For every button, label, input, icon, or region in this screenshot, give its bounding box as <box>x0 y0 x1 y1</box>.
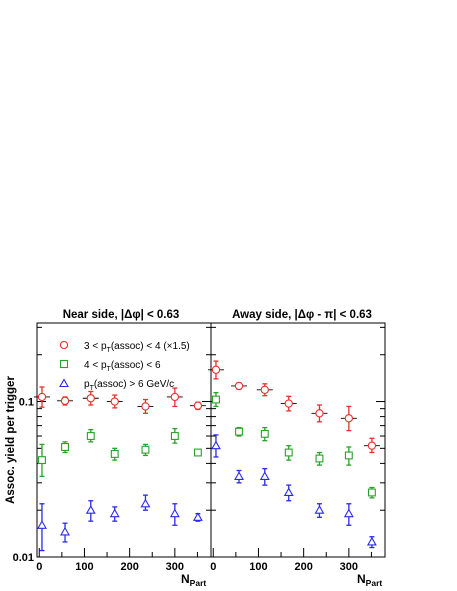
data-point-square <box>260 429 269 438</box>
data-point-circle <box>234 381 244 391</box>
y-tick-label: 0.1 <box>19 397 34 409</box>
away-side-frame <box>210 322 386 558</box>
data-point-circle <box>141 402 150 411</box>
x-tick-label: 200 <box>294 561 312 573</box>
y-axis-title: Assoc. yield per trigger <box>5 376 17 504</box>
away-side-title: Away side, |Δφ - π| < 0.63 <box>232 309 372 321</box>
x-tick-label: 300 <box>340 561 358 573</box>
data-point-circle <box>211 365 221 374</box>
legend-green-sub: T <box>107 366 112 373</box>
data-point-square <box>170 432 179 440</box>
legend-marker-circle <box>59 340 69 350</box>
legend-blue-part-b: (assoc) > 6 GeV/c <box>94 379 174 390</box>
x-tick-label: 100 <box>75 561 93 573</box>
data-point-triangle <box>60 526 70 536</box>
legend-red-sub: T <box>107 347 112 354</box>
data-point-circle <box>86 394 95 403</box>
legend-red-part-a: 3 < p <box>84 341 107 352</box>
x-title-left-sub: Part <box>190 578 207 588</box>
data-point-circle <box>60 396 70 406</box>
x-tick-label: 300 <box>166 561 184 573</box>
data-point-square <box>344 451 353 460</box>
near-side-title: Near side, |Δφ| < 0.63 <box>63 309 180 321</box>
data-point-circle <box>110 397 119 406</box>
legend-blue-part-a: p <box>84 379 90 390</box>
data-point-circle <box>284 399 293 408</box>
data-point-triangle <box>192 512 203 521</box>
data-point-circle <box>193 401 203 410</box>
data-point-triangle <box>314 505 325 514</box>
data-point-square <box>61 443 69 451</box>
x-tick-label: 200 <box>120 561 138 573</box>
data-point-triangle <box>85 505 96 514</box>
legend-label-blue: pT(assoc) > 6 GeV/c <box>84 379 174 392</box>
data-point-circle <box>344 414 353 423</box>
x-tick-label: 0 <box>36 561 42 573</box>
legend-marker-triangle <box>59 378 69 388</box>
data-point-square <box>86 432 95 440</box>
data-point-square <box>235 427 243 436</box>
data-point-circle <box>37 392 47 402</box>
data-point-triangle <box>109 508 120 518</box>
near-side-panel: Near side, |Δφ| < 0.63 0 100 200 300 0.01 0.1 <box>13 309 212 573</box>
legend-marker-square <box>59 359 69 369</box>
x-title-right-main: N <box>357 572 366 586</box>
data-point-triangle <box>169 508 180 518</box>
x-axis-title-left: NPart <box>181 572 206 588</box>
data-point-square <box>193 448 202 457</box>
data-point-square <box>315 454 324 463</box>
data-point-triangle <box>283 487 294 497</box>
data-point-triangle <box>211 440 221 450</box>
legend-blue-sub: T <box>90 385 95 392</box>
data-point-square <box>38 456 46 465</box>
legend-green-part-a: 4 < p <box>84 360 107 371</box>
x-axis-title-right: NPart <box>357 572 382 588</box>
data-point-triangle <box>343 508 354 518</box>
data-point-triangle <box>259 471 270 480</box>
data-point-triangle <box>37 520 47 529</box>
legend-label-green: 4 < pT(assoc) < 6 <box>84 360 161 373</box>
data-point-triangle <box>234 471 244 480</box>
data-point-circle <box>260 385 269 394</box>
legend-red-part-b: (assoc) < 4 (×1.5) <box>111 341 190 352</box>
x-tick-label: 0 <box>210 561 216 573</box>
data-point-circle <box>170 392 179 402</box>
y-tick-label: 0.01 <box>13 552 34 564</box>
data-point-circle <box>367 441 377 450</box>
data-point-circle <box>315 409 324 418</box>
near-side-frame <box>36 322 212 558</box>
data-point-triangle <box>140 498 151 508</box>
away-side-panel: Away side, |Δφ - π| < 0.63 0 100 200 300 <box>207 309 386 573</box>
data-point-square <box>367 488 376 497</box>
legend: 3 < pT(assoc) < 4 (×1.5) 4 < pT(assoc) <… <box>59 340 190 392</box>
x-title-left-main: N <box>181 572 190 586</box>
data-point-square <box>212 395 220 404</box>
data-point-triangle <box>366 536 377 546</box>
data-point-square <box>284 448 293 457</box>
legend-green-part-b: (assoc) < 6 <box>111 360 161 371</box>
data-point-square <box>110 450 119 458</box>
data-point-square <box>141 445 150 454</box>
x-title-right-sub: Part <box>366 578 383 588</box>
legend-label-red: 3 < pT(assoc) < 4 (×1.5) <box>84 341 190 354</box>
x-tick-label: 100 <box>249 561 267 573</box>
